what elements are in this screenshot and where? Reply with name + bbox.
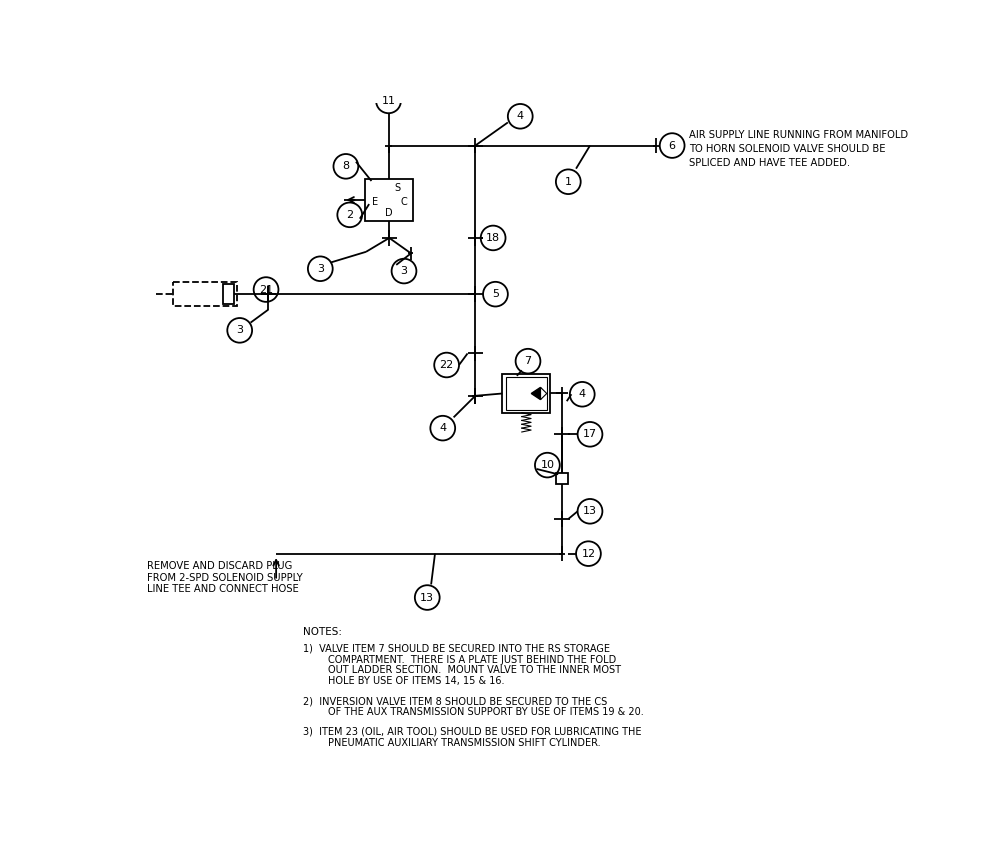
Text: 3: 3 — [317, 264, 324, 273]
Text: OF THE AUX TRANSMISSION SUPPORT BY USE OF ITEMS 19 & 20.: OF THE AUX TRANSMISSION SUPPORT BY USE O… — [303, 707, 644, 717]
Text: 4: 4 — [517, 111, 524, 121]
Text: 1)  VALVE ITEM 7 SHOULD BE SECURED INTO THE RS STORAGE: 1) VALVE ITEM 7 SHOULD BE SECURED INTO T… — [303, 644, 610, 654]
Text: FROM 2-SPD SOLENOID SUPPLY: FROM 2-SPD SOLENOID SUPPLY — [147, 573, 302, 583]
Text: 5: 5 — [492, 289, 499, 299]
Text: S: S — [395, 183, 401, 193]
Text: 3: 3 — [236, 325, 243, 335]
Text: 17: 17 — [583, 429, 597, 439]
Text: 4: 4 — [579, 390, 586, 399]
Text: 4: 4 — [439, 423, 446, 433]
Text: D: D — [385, 208, 393, 218]
Text: OUT LADDER SECTION.  MOUNT VALVE TO THE INNER MOST: OUT LADDER SECTION. MOUNT VALVE TO THE I… — [303, 666, 621, 675]
Text: 2: 2 — [346, 210, 353, 220]
Polygon shape — [531, 387, 541, 400]
Text: C: C — [400, 197, 407, 207]
Text: 11: 11 — [382, 96, 396, 106]
Bar — [502, 374, 550, 413]
Bar — [506, 378, 547, 409]
Text: PNEUMATIC AUXILIARY TRANSMISSION SHIFT CYLINDER.: PNEUMATIC AUXILIARY TRANSMISSION SHIFT C… — [303, 738, 601, 747]
Text: HOLE BY USE OF ITEMS 14, 15 & 16.: HOLE BY USE OF ITEMS 14, 15 & 16. — [303, 676, 505, 686]
Text: REMOVE AND DISCARD PLUG: REMOVE AND DISCARD PLUG — [147, 562, 292, 571]
Bar — [173, 282, 237, 306]
Text: 7: 7 — [524, 356, 532, 366]
Bar — [223, 284, 234, 304]
Text: 3: 3 — [400, 266, 408, 276]
Text: 2)  INVERSION VALVE ITEM 8 SHOULD BE SECURED TO THE CS: 2) INVERSION VALVE ITEM 8 SHOULD BE SECU… — [303, 696, 608, 706]
Text: 21: 21 — [259, 285, 273, 294]
Text: 10: 10 — [540, 460, 554, 470]
Text: 1: 1 — [565, 177, 572, 187]
Text: LINE TEE AND CONNECT HOSE: LINE TEE AND CONNECT HOSE — [147, 585, 298, 594]
Text: COMPARTMENT.  THERE IS A PLATE JUST BEHIND THE FOLD: COMPARTMENT. THERE IS A PLATE JUST BEHIN… — [303, 654, 616, 665]
Text: 8: 8 — [342, 162, 349, 171]
Text: E: E — [372, 197, 378, 207]
Polygon shape — [541, 387, 547, 400]
Text: 22: 22 — [440, 360, 454, 370]
Text: 3)  ITEM 23 (OIL, AIR TOOL) SHOULD BE USED FOR LUBRICATING THE: 3) ITEM 23 (OIL, AIR TOOL) SHOULD BE USE… — [303, 727, 642, 737]
Text: 13: 13 — [583, 507, 597, 516]
Text: 18: 18 — [486, 233, 500, 243]
Bar — [556, 473, 568, 483]
Text: NOTES:: NOTES: — [303, 627, 342, 636]
Text: 6: 6 — [669, 140, 676, 150]
Bar — [365, 179, 413, 221]
Text: 13: 13 — [420, 593, 434, 603]
Text: 12: 12 — [581, 549, 596, 559]
Text: AIR SUPPLY LINE RUNNING FROM MANIFOLD
TO HORN SOLENOID VALVE SHOULD BE
SPLICED A: AIR SUPPLY LINE RUNNING FROM MANIFOLD TO… — [689, 130, 908, 169]
